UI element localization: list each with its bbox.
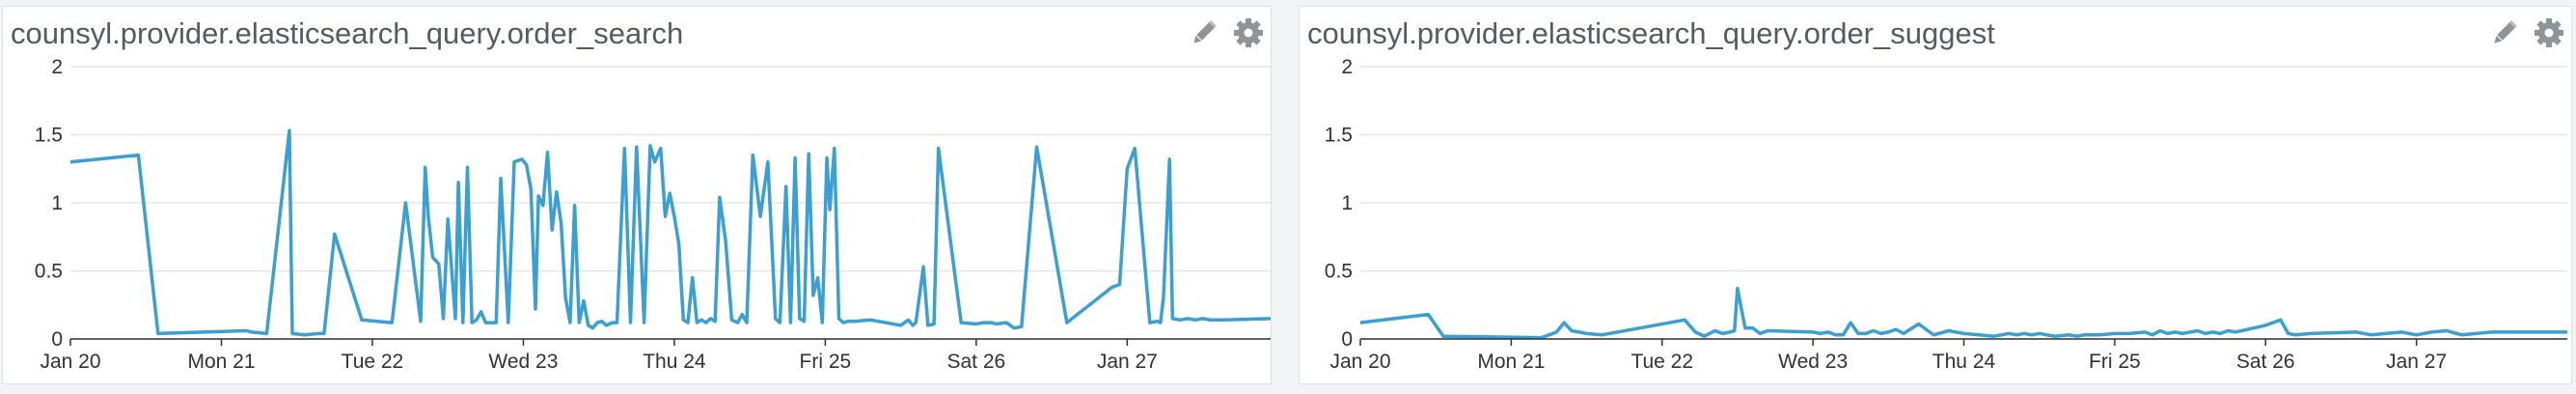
x-tick-label: Sat 26 [2236,351,2295,373]
x-tick-label: Mon 21 [187,351,255,373]
y-tick-label: 2 [1341,57,1353,78]
panel-title: counsyl.provider.elasticsearch_query.ord… [11,16,684,50]
y-tick-label: 2 [51,57,63,78]
y-tick-label: 1 [51,192,63,214]
x-tick-label: Wed 23 [1778,351,1848,373]
x-tick-label: Tue 22 [1631,351,1693,373]
x-tick-label: Tue 22 [342,351,404,373]
series-line [1359,287,2567,340]
x-tick-label: Mon 21 [1477,351,1545,373]
y-tick-label: 1.5 [1325,125,1353,147]
timeseries-panel-order-search: counsyl.provider.elasticsearch_query.ord… [2,6,1272,384]
panel-title: counsyl.provider.elasticsearch_query.ord… [1307,16,1995,50]
x-tick-label: Jan 20 [40,351,100,373]
gear-icon[interactable] [1232,16,1265,49]
y-tick-label: 0.5 [35,261,63,283]
pencil-icon[interactable] [2488,16,2521,49]
x-tick-label: Fri 25 [800,351,852,373]
y-tick-label: 0 [1341,328,1353,351]
x-tick-label: Thu 24 [1932,351,1996,373]
line-chart: 0 0.5 1 1.5 2 Jan 20 Mon 21 Tue 22 Wed 23 Thu 24 F… [1325,57,2567,373]
timeseries-panel-order-suggest: counsyl.provider.elasticsearch_query.ord… [1299,6,2572,384]
x-tick-label: Thu 24 [643,351,706,373]
gear-icon[interactable] [2533,16,2565,49]
y-tick-label: 1 [1341,192,1353,214]
x-tick-label: Fri 25 [2089,351,2141,373]
y-tick-label: 1.5 [35,125,63,147]
x-tick-label: Wed 23 [488,351,558,373]
x-tick-label: Sat 26 [947,351,1006,373]
x-tick-label: Jan 20 [1329,351,1390,373]
x-tick-label: Jan 27 [1097,351,1158,373]
line-chart: 0 0.5 1 1.5 2 Jan 20 Mon 21 Tue 22 Wed 23 Thu 24 F… [35,57,1272,373]
series-line [69,128,1272,337]
y-tick-label: 0 [51,328,63,351]
y-tick-label: 0.5 [1325,261,1353,283]
x-tick-label: Jan 27 [2386,351,2447,373]
pencil-icon[interactable] [1188,16,1220,49]
